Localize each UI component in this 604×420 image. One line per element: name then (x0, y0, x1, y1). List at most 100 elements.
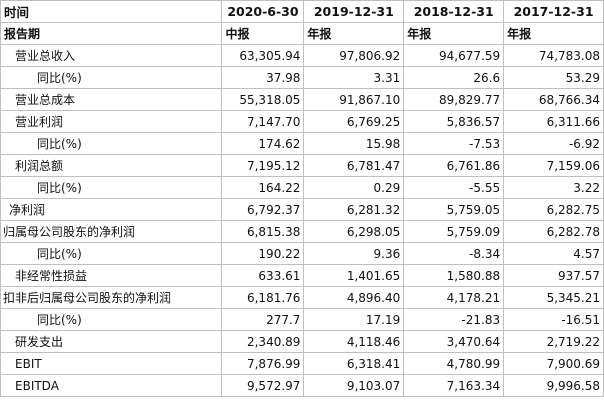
report-type: 年报 (303, 22, 405, 45)
cell-value: 9.36 (303, 242, 405, 265)
cell-value: 5,836.57 (403, 110, 505, 133)
table-row: EBIT 7,876.99 6,318.41 4,780.99 7,900.69 (0, 352, 604, 375)
cell-value: 633.61 (221, 264, 305, 287)
cell-value: 0.29 (303, 176, 405, 199)
table-row: 净利润 6,792.37 6,281.32 5,759.05 6,282.75 (0, 198, 604, 221)
header-date: 2020-6-30 (221, 0, 305, 23)
cell-value: 3.31 (303, 66, 405, 89)
cell-value: 6,298.05 (303, 220, 405, 243)
table-row: 营业利润 7,147.70 6,769.25 5,836.57 6,311.66 (0, 110, 604, 133)
cell-value: 4,118.46 (303, 330, 405, 353)
cell-value: 26.6 (403, 66, 505, 89)
table-row: 研发支出 2,340.89 4,118.46 3,470.64 2,719.22 (0, 330, 604, 353)
cell-value: -7.53 (403, 132, 505, 155)
cell-value: 1,401.65 (303, 264, 405, 287)
cell-value: -5.55 (403, 176, 505, 199)
header-corner: 时间 (0, 0, 223, 23)
cell-value: 6,781.47 (303, 154, 405, 177)
row-label: 同比(%) (0, 176, 223, 199)
row-label: 营业总收入 (0, 44, 223, 67)
cell-value: 6,815.38 (221, 220, 305, 243)
table-row: 同比(%) 190.22 9.36 -8.34 4.57 (0, 242, 604, 265)
table-row: 归属母公司股东的净利润 6,815.38 6,298.05 5,759.09 6,282… (0, 220, 604, 243)
row-label: 同比(%) (0, 132, 223, 155)
cell-value: 2,719.22 (503, 330, 604, 353)
cell-value: 164.22 (221, 176, 305, 199)
cell-value: 94,677.59 (403, 44, 505, 67)
cell-value: 6,181.76 (221, 286, 305, 309)
cell-value: 190.22 (221, 242, 305, 265)
table-row: 同比(%) 37.98 3.31 26.6 53.29 (0, 66, 604, 89)
cell-value: 6,761.86 (403, 154, 505, 177)
cell-value: 97,806.92 (303, 44, 405, 67)
financial-table: 时间 2020-6-30 2019-12-31 2018-12-31 2017-… (0, 0, 604, 397)
cell-value: 7,159.06 (503, 154, 604, 177)
cell-value: 6,318.41 (303, 352, 405, 375)
cell-value: 89,829.77 (403, 88, 505, 111)
cell-value: 6,311.66 (503, 110, 604, 133)
cell-value: 4,178.21 (403, 286, 505, 309)
cell-value: 7,163.34 (403, 374, 505, 397)
cell-value: 3.22 (503, 176, 604, 199)
header-date: 2018-12-31 (403, 0, 505, 23)
header-date: 2017-12-31 (503, 0, 604, 23)
row-label: 归属母公司股东的净利润 (0, 220, 223, 243)
table-row: 同比(%) 277.7 17.19 -21.83 -16.51 (0, 308, 604, 331)
cell-value: 7,900.69 (503, 352, 604, 375)
cell-value: 63,305.94 (221, 44, 305, 67)
cell-value: 4.57 (503, 242, 604, 265)
header-date: 2019-12-31 (303, 0, 405, 23)
cell-value: 9,103.07 (303, 374, 405, 397)
cell-value: -8.34 (403, 242, 505, 265)
cell-value: 6,281.32 (303, 198, 405, 221)
cell-value: 37.98 (221, 66, 305, 89)
report-period-label: 报告期 (0, 22, 223, 45)
row-label: EBITDA (0, 374, 223, 397)
cell-value: 53.29 (503, 66, 604, 89)
header-row: 时间 2020-6-30 2019-12-31 2018-12-31 2017-… (0, 0, 604, 23)
cell-value: 91,867.10 (303, 88, 405, 111)
cell-value: 6,769.25 (303, 110, 405, 133)
cell-value: 6,282.78 (503, 220, 604, 243)
report-type: 中报 (221, 22, 305, 45)
cell-value: 9,572.97 (221, 374, 305, 397)
cell-value: 6,282.75 (503, 198, 604, 221)
cell-value: 9,996.58 (503, 374, 604, 397)
cell-value: 5,345.21 (503, 286, 604, 309)
row-label: 净利润 (0, 198, 223, 221)
row-label: 同比(%) (0, 242, 223, 265)
report-type: 年报 (403, 22, 505, 45)
table-row: 同比(%) 164.22 0.29 -5.55 3.22 (0, 176, 604, 199)
row-label: 同比(%) (0, 66, 223, 89)
cell-value: 17.19 (303, 308, 405, 331)
report-type: 年报 (503, 22, 604, 45)
cell-value: 68,766.34 (503, 88, 604, 111)
cell-value: 55,318.05 (221, 88, 305, 111)
row-label: EBIT (0, 352, 223, 375)
cell-value: -21.83 (403, 308, 505, 331)
cell-value: 15.98 (303, 132, 405, 155)
row-label: 非经常性损益 (0, 264, 223, 287)
row-label: 扣非后归属母公司股东的净利润 (0, 286, 223, 309)
row-label: 营业总成本 (0, 88, 223, 111)
cell-value: 5,759.09 (403, 220, 505, 243)
cell-value: 4,780.99 (403, 352, 505, 375)
table-row: EBITDA 9,572.97 9,103.07 7,163.34 9,996.58 (0, 374, 604, 397)
row-label: 营业利润 (0, 110, 223, 133)
cell-value: 1,580.88 (403, 264, 505, 287)
table-row: 营业总成本 55,318.05 91,867.10 89,829.77 68,766.3… (0, 88, 604, 111)
cell-value: 937.57 (503, 264, 604, 287)
table-row: 扣非后归属母公司股东的净利润 6,181.76 4,896.40 4,178.21 5,… (0, 286, 604, 309)
report-type-row: 报告期 中报 年报 年报 年报 (0, 22, 604, 45)
row-label: 研发支出 (0, 330, 223, 353)
cell-value: 7,195.12 (221, 154, 305, 177)
cell-value: 7,147.70 (221, 110, 305, 133)
row-label: 同比(%) (0, 308, 223, 331)
cell-value: 7,876.99 (221, 352, 305, 375)
table-row: 利润总额 7,195.12 6,781.47 6,761.86 7,159.06 (0, 154, 604, 177)
cell-value: 2,340.89 (221, 330, 305, 353)
cell-value: 4,896.40 (303, 286, 405, 309)
cell-value: 3,470.64 (403, 330, 505, 353)
row-label: 利润总额 (0, 154, 223, 177)
cell-value: 74,783.08 (503, 44, 604, 67)
